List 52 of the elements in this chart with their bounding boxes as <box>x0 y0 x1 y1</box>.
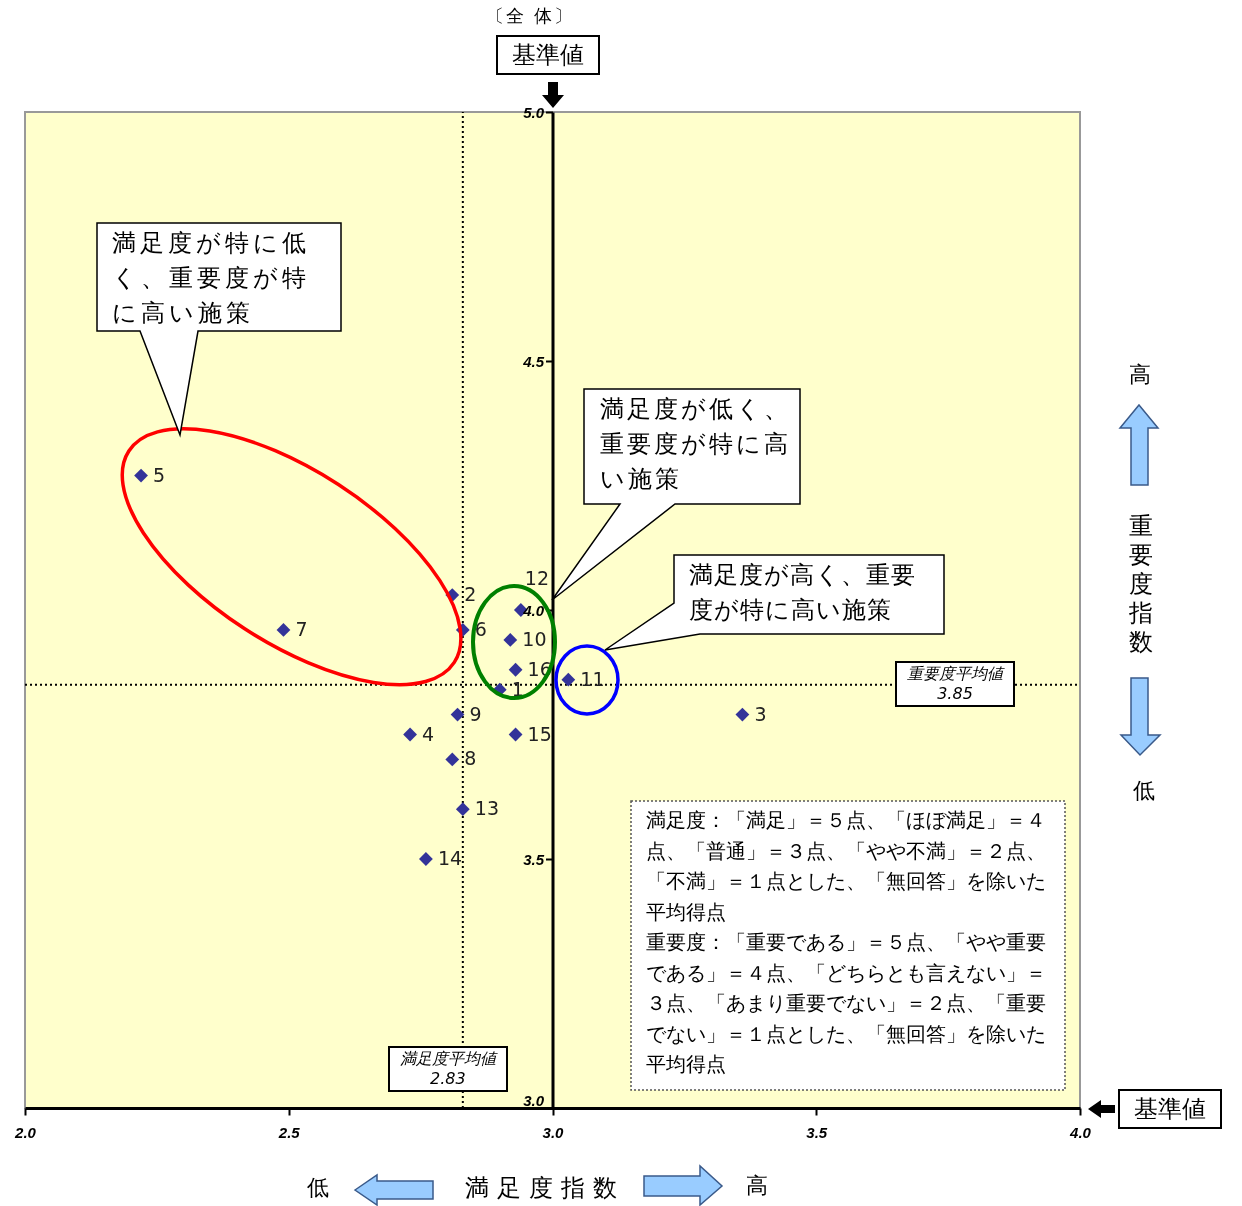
ref-line-label: 重要度平均値 3.85 <box>895 660 1015 707</box>
annotation: 重要度：「重要である」＝５点、「やや重要である」＝４点、「どちらとも言えない」＝３点、「あまり重要でない」＝２点、「重要でない」＝１点とした、「無回答」を除いた平均得点 <box>646 929 1047 1078</box>
ref-line-label: 満足度平均値 2.83 <box>387 1046 508 1092</box>
chart-title: 〔全 体〕 <box>485 4 575 28</box>
y-tick-label: 3.5 <box>523 850 545 868</box>
point <box>503 632 518 647</box>
point <box>450 707 465 722</box>
annotation: 2 <box>464 583 477 606</box>
x-tick-label: 4.0 <box>1069 1123 1092 1141</box>
y-tick-label: 4.0 <box>522 601 545 619</box>
text: 低 <box>1133 777 1155 805</box>
annotation: 満足度：「満足」＝５点、「ほぼ満足」＝４点、「普通」＝３点、「やや不満」＝２点、「不満」＝１点とした、「無回答」を除いた平均得点 <box>646 807 1047 926</box>
point <box>508 662 523 677</box>
x-axis-title: 満足度指数 <box>465 1173 625 1204</box>
point <box>276 623 291 637</box>
annotation: 12 <box>524 567 550 589</box>
annotation: 3 <box>754 702 767 725</box>
point <box>403 727 417 742</box>
point <box>455 802 470 817</box>
annotation: 15 <box>527 722 552 745</box>
annotation: 9 <box>469 702 482 725</box>
x-tick-label: 3.0 <box>542 1123 565 1141</box>
y-tick-label: 4.5 <box>522 352 545 370</box>
annotation: 1 <box>511 677 524 700</box>
y-axis-title: 重要度指数 <box>1128 512 1154 657</box>
point <box>445 752 460 767</box>
annotation: 5 <box>153 463 166 486</box>
annotation: 11 <box>580 667 605 690</box>
annotation: 4 <box>422 722 435 745</box>
y-tick-label: 3.0 <box>523 1091 545 1109</box>
text: 基準値 <box>496 35 600 75</box>
annotation: 8 <box>464 747 477 770</box>
text: 基準値 <box>1118 1089 1222 1129</box>
annotation: 14 <box>437 847 463 869</box>
annotation: 6 <box>474 617 487 640</box>
annotation: 7 <box>295 617 308 640</box>
x-tick-label: 3.5 <box>806 1123 828 1141</box>
point <box>735 707 750 722</box>
point <box>561 672 576 687</box>
x-tick-label: 2.5 <box>277 1123 301 1141</box>
text: 高 <box>746 1172 768 1200</box>
annotation: 10 <box>522 627 547 650</box>
y-tick-label: 5.0 <box>523 103 545 121</box>
annotation: 満足度が低く、重要度が特に高い施策 <box>600 394 792 495</box>
point <box>419 852 433 866</box>
annotation: 満足度が特に低く、重要度が特に高い施策 <box>112 228 311 329</box>
text: 高 <box>1129 361 1151 389</box>
point <box>134 468 148 483</box>
annotation: 13 <box>474 797 500 820</box>
text: 低 <box>307 1174 329 1202</box>
x-tick-label: 2.0 <box>14 1123 37 1141</box>
annotation: 満足度が高く、重要度が特に高い施策 <box>689 560 917 626</box>
